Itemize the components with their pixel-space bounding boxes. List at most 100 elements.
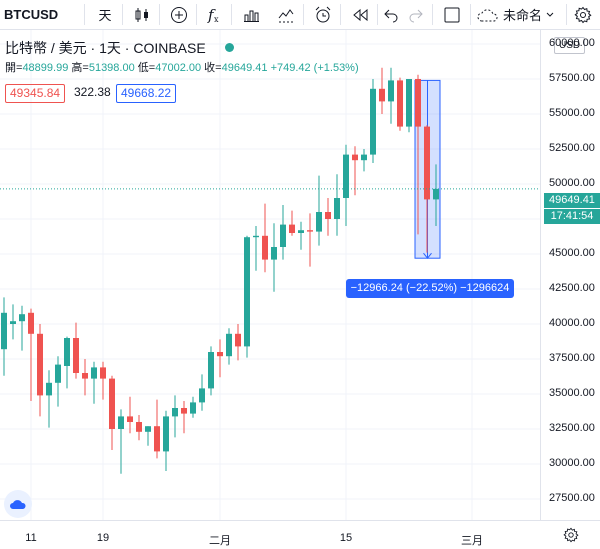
gear-icon bbox=[574, 6, 592, 23]
candle[interactable] bbox=[190, 396, 196, 418]
chart-style-button[interactable] bbox=[128, 0, 156, 29]
undo-button[interactable] bbox=[381, 0, 401, 29]
high-value: 51398.00 bbox=[88, 62, 135, 74]
candle[interactable] bbox=[118, 409, 124, 474]
candle[interactable] bbox=[154, 399, 160, 459]
close-value: 49649.41 bbox=[221, 62, 268, 74]
candle[interactable] bbox=[208, 346, 214, 396]
candle[interactable] bbox=[271, 223, 277, 292]
candle[interactable] bbox=[136, 415, 142, 441]
candle[interactable] bbox=[181, 401, 187, 434]
axis-settings-button[interactable] bbox=[563, 527, 579, 548]
candle-body bbox=[379, 88, 385, 102]
candle[interactable] bbox=[406, 79, 412, 133]
symbol-label: BTCUSD bbox=[4, 7, 59, 22]
financials-button[interactable] bbox=[237, 0, 265, 29]
chevron-down-icon bbox=[546, 12, 554, 17]
redo-icon bbox=[409, 9, 423, 22]
price-tick-label: 42500.00 bbox=[549, 282, 595, 294]
candle[interactable] bbox=[217, 339, 223, 378]
candle[interactable] bbox=[226, 328, 232, 365]
measure-label: −12966.24 (−22.52%) −1296624 bbox=[346, 279, 514, 298]
candle[interactable] bbox=[370, 79, 376, 163]
candle[interactable] bbox=[334, 174, 340, 236]
market-status-dot[interactable] bbox=[225, 43, 234, 52]
sell-button[interactable]: 49345.84 bbox=[5, 84, 66, 103]
candle[interactable] bbox=[415, 74, 421, 235]
candle[interactable] bbox=[244, 235, 250, 358]
candle[interactable] bbox=[379, 67, 385, 114]
candle[interactable] bbox=[397, 77, 403, 131]
time-tick-label: 11 bbox=[25, 532, 37, 544]
candle-body bbox=[136, 422, 142, 432]
candle[interactable] bbox=[316, 175, 322, 246]
candle[interactable] bbox=[28, 308, 34, 401]
candle[interactable] bbox=[37, 324, 43, 417]
currency-button[interactable]: USD bbox=[554, 37, 586, 54]
candle[interactable] bbox=[73, 322, 79, 379]
candle[interactable] bbox=[19, 305, 25, 351]
candle[interactable] bbox=[352, 146, 358, 196]
tradingview-logo[interactable] bbox=[4, 490, 32, 518]
candle[interactable] bbox=[46, 370, 52, 428]
buy-button[interactable]: 49668.22 bbox=[116, 84, 177, 103]
candle-body bbox=[109, 378, 115, 429]
price-tick-label: 55000.00 bbox=[549, 107, 595, 119]
price-axis[interactable] bbox=[540, 30, 600, 520]
low-label: 低= bbox=[137, 62, 156, 74]
candle[interactable] bbox=[1, 297, 7, 376]
candle[interactable] bbox=[343, 144, 349, 226]
candle[interactable] bbox=[253, 226, 259, 271]
candle[interactable] bbox=[388, 67, 394, 124]
redo-button[interactable] bbox=[406, 0, 426, 29]
candle[interactable] bbox=[82, 359, 88, 396]
candle-body bbox=[163, 416, 169, 452]
candle[interactable] bbox=[262, 203, 268, 273]
chart-canvas[interactable] bbox=[0, 30, 540, 520]
candle[interactable] bbox=[361, 149, 367, 172]
measure-arrowhead bbox=[423, 252, 432, 260]
symbol-search-button[interactable]: BTCUSD bbox=[4, 0, 60, 29]
candle-body bbox=[316, 212, 322, 232]
price-tick-label: 60000.00 bbox=[549, 37, 595, 49]
compare-button[interactable] bbox=[165, 0, 193, 29]
svg-text:f: f bbox=[207, 6, 216, 24]
price-tick-label: 50000.00 bbox=[549, 177, 595, 189]
candle[interactable] bbox=[307, 213, 313, 267]
templates-button[interactable] bbox=[272, 0, 300, 29]
candle[interactable] bbox=[289, 210, 295, 236]
layout-menu-button[interactable]: 未命名 bbox=[476, 0, 568, 29]
high-label: 高= bbox=[71, 62, 89, 74]
candle[interactable] bbox=[433, 164, 439, 226]
candle[interactable] bbox=[100, 361, 106, 400]
candle[interactable] bbox=[235, 324, 241, 361]
candle-body bbox=[100, 367, 106, 379]
cloud-icon bbox=[477, 8, 498, 21]
time-axis[interactable] bbox=[0, 520, 600, 549]
candle-body bbox=[172, 408, 178, 417]
candle[interactable] bbox=[91, 361, 97, 404]
candle[interactable] bbox=[10, 304, 16, 340]
candle[interactable] bbox=[172, 395, 178, 438]
candle[interactable] bbox=[109, 375, 115, 450]
candle[interactable] bbox=[298, 221, 304, 250]
alert-button[interactable] bbox=[309, 0, 337, 29]
candle[interactable] bbox=[55, 356, 61, 407]
candle[interactable] bbox=[199, 374, 205, 411]
candle[interactable] bbox=[325, 198, 331, 236]
candle-body bbox=[289, 224, 295, 233]
time-tick-label: 二月 bbox=[209, 535, 231, 547]
divider bbox=[196, 4, 197, 25]
candle[interactable] bbox=[280, 205, 286, 260]
interval-button[interactable]: 天 bbox=[91, 0, 119, 29]
candle[interactable] bbox=[127, 396, 133, 434]
candle[interactable] bbox=[163, 410, 169, 471]
settings-button[interactable] bbox=[570, 0, 596, 29]
candle-body bbox=[28, 312, 34, 334]
fullscreen-button[interactable] bbox=[440, 0, 464, 29]
candle-body bbox=[280, 224, 286, 247]
candle[interactable] bbox=[64, 336, 70, 389]
replay-button[interactable] bbox=[346, 0, 374, 29]
candle[interactable] bbox=[145, 426, 151, 446]
